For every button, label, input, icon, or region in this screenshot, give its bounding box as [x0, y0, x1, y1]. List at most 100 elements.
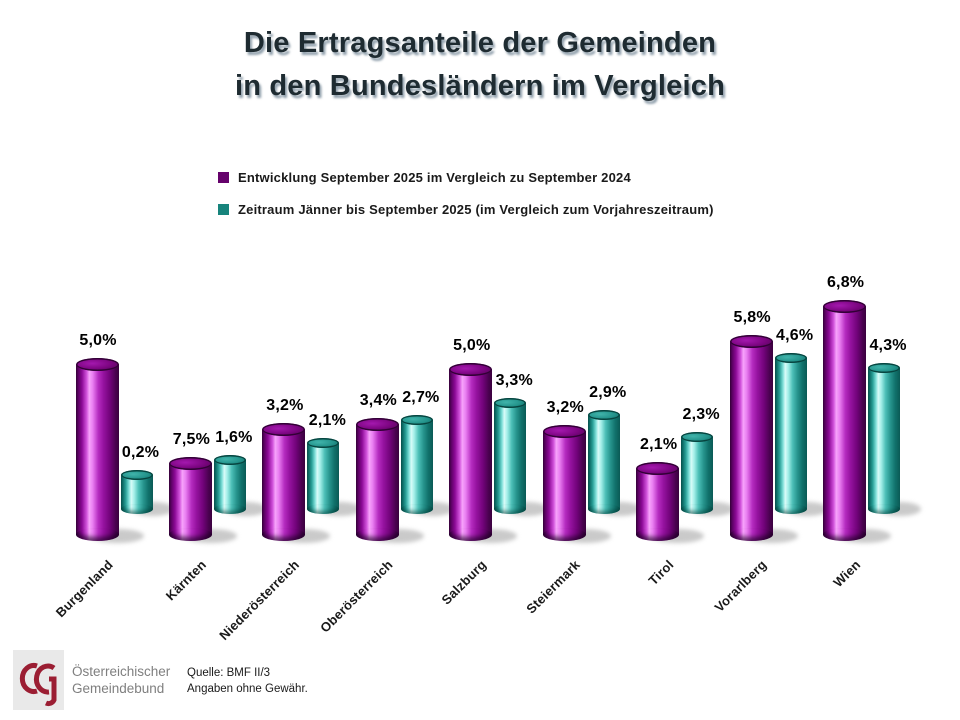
- cylinder-top-cap: [774, 353, 807, 363]
- cylinder-body: [542, 431, 586, 535]
- bar-krnten-series2: [213, 455, 246, 514]
- category-label-vorarlberg: Vorarlberg: [711, 557, 770, 615]
- bar-salzburg-series2: [494, 398, 527, 514]
- bar-obersterreich-series1: [355, 418, 399, 541]
- bar-steiermark-series2: [587, 410, 620, 514]
- cylinder-top-cap: [542, 425, 586, 438]
- cylinder-bottom-cap: [494, 504, 527, 514]
- cylinder-top-cap: [823, 300, 867, 313]
- cylinder-body: [823, 306, 867, 535]
- cylinder-top-cap: [120, 470, 153, 480]
- value-label-obersterreich-series1: 3,4%: [359, 392, 397, 409]
- legend: Entwicklung September 2025 im Vergleich …: [218, 170, 714, 234]
- value-label-salzburg-series1: 5,0%: [453, 337, 491, 354]
- value-label-vorarlberg-series2: 4,6%: [776, 327, 814, 344]
- value-label-wien-series2: 4,3%: [869, 337, 907, 354]
- category-label-burgenland: Burgenland: [52, 557, 116, 621]
- cylinder-bottom-cap: [729, 528, 773, 541]
- cylinder-body: [729, 341, 773, 535]
- cylinder-bottom-cap: [168, 528, 212, 541]
- value-label-steiermark-series1: 3,2%: [546, 399, 584, 416]
- cylinder-body: [307, 443, 340, 509]
- cylinder-top-cap: [681, 432, 714, 442]
- cylinder-top-cap: [449, 363, 493, 376]
- cylinder-bottom-cap: [587, 504, 620, 514]
- category-label-krnten: Kärnten: [162, 557, 210, 604]
- cylinder-body: [262, 429, 306, 535]
- cylinder-body: [494, 403, 527, 509]
- bar-vorarlberg-series2: [774, 353, 807, 514]
- category-label-steiermark: Steiermark: [523, 557, 583, 617]
- value-label-obersterreich-series2: 2,7%: [402, 389, 440, 406]
- cylinder-body: [213, 460, 246, 509]
- cylinder-bottom-cap: [120, 504, 153, 514]
- chart-title-line2: in den Bundesländern im Vergleich: [234, 70, 726, 102]
- cylinder-bottom-cap: [400, 504, 433, 514]
- cylinder-top-cap: [400, 415, 433, 425]
- legend-label-series1: Entwicklung September 2025 im Vergleich …: [238, 170, 631, 185]
- cylinder-bottom-cap: [774, 504, 807, 514]
- cylinder-bottom-cap: [868, 504, 901, 514]
- cylinder-bottom-cap: [636, 528, 680, 541]
- cylinder-top-cap: [494, 398, 527, 408]
- category-label-salzburg: Salzburg: [438, 557, 490, 608]
- oeg-monogram-icon: [19, 663, 57, 707]
- source-note: Quelle: BMF II/3 Angaben ohne Gewähr.: [187, 665, 308, 697]
- cylinder-bottom-cap: [307, 504, 340, 514]
- cylinder-body: [681, 437, 714, 509]
- logo-text-line1: Österreichischer: [72, 664, 171, 679]
- chart-title: Die Ertragsanteile der Gemeinden in den …: [0, 22, 960, 108]
- cylinder-body: [449, 369, 493, 535]
- legend-item-series2: Zeitraum Jänner bis September 2025 (im V…: [218, 202, 714, 217]
- cylinder-top-cap: [75, 358, 119, 371]
- cylinder-top-cap: [587, 410, 620, 420]
- bar-obersterreich-series2: [400, 415, 433, 514]
- value-label-tirol-series2: 2,3%: [682, 406, 720, 423]
- category-label-wien: Wien: [830, 557, 864, 591]
- cylinder-top-cap: [355, 418, 399, 431]
- bar-steiermark-series1: [542, 425, 586, 541]
- value-label-tirol-series1: 2,1%: [640, 436, 678, 453]
- cylinder-bottom-cap: [681, 504, 714, 514]
- cylinder-bottom-cap: [262, 528, 306, 541]
- category-label-tirol: Tirol: [645, 557, 677, 589]
- bar-niedersterreich-series1: [262, 423, 306, 541]
- value-label-krnten-series1: 7,5%: [172, 431, 211, 448]
- cylinder-top-cap: [168, 457, 212, 470]
- cylinder-bottom-cap: [542, 528, 586, 541]
- value-label-burgenland-series1: 5,0%: [79, 332, 117, 349]
- cylinder-bottom-cap: [449, 528, 493, 541]
- cylinder-bottom-cap: [355, 528, 399, 541]
- legend-swatch-purple-icon: [218, 172, 229, 183]
- legend-item-series1: Entwicklung September 2025 im Vergleich …: [218, 170, 714, 185]
- chart-title-line1: Die Ertragsanteile der Gemeinden: [243, 27, 717, 59]
- cylinder-top-cap: [213, 455, 246, 465]
- bar-niedersterreich-series2: [307, 438, 340, 514]
- cylinder-top-cap: [262, 423, 306, 436]
- source-line1: Quelle: BMF II/3: [187, 667, 271, 679]
- gemeindebund-logo: [13, 650, 64, 710]
- cylinder-top-cap: [636, 462, 680, 475]
- value-label-salzburg-series2: 3,3%: [495, 372, 533, 389]
- bar-krnten-series1: [168, 457, 212, 541]
- value-label-burgenland-series2: 0,2%: [121, 444, 160, 461]
- bar-burgenland-series2: [120, 470, 153, 514]
- bar-burgenland-series1: [75, 358, 119, 541]
- logo-text-line2: Gemeindebund: [72, 681, 165, 696]
- bar-wien-series2: [868, 363, 901, 514]
- bar-tirol-series2: [681, 432, 714, 514]
- cylinder-body: [120, 475, 153, 509]
- bar-wien-series1: [823, 300, 867, 541]
- category-label-niedersterreich: Niederösterreich: [216, 557, 303, 643]
- logo-text: Österreichischer Gemeindebund: [72, 663, 170, 697]
- cylinder-body: [168, 463, 212, 535]
- cylinder-top-cap: [729, 335, 773, 348]
- cylinder-bottom-cap: [823, 528, 867, 541]
- legend-swatch-teal-icon: [218, 204, 229, 215]
- bar-salzburg-series1: [449, 363, 493, 541]
- cylinder-body: [75, 364, 119, 535]
- value-label-niedersterreich-series2: 2,1%: [308, 412, 347, 429]
- value-label-niedersterreich-series1: 3,2%: [266, 397, 304, 414]
- legend-label-series2: Zeitraum Jänner bis September 2025 (im V…: [238, 202, 714, 217]
- source-line2: Angaben ohne Gewähr.: [187, 683, 308, 695]
